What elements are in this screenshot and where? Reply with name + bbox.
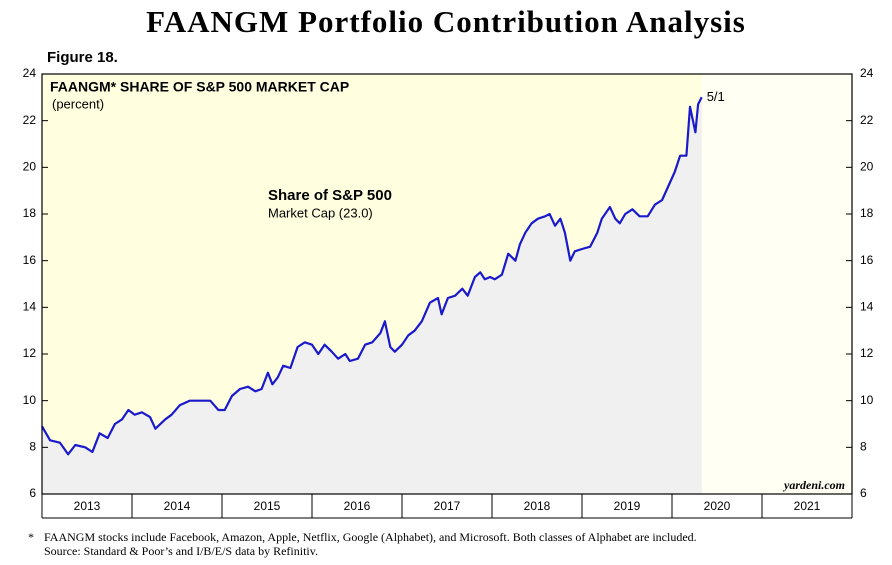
y2-tick-label: 10 bbox=[860, 393, 874, 407]
y-tick-label: 18 bbox=[23, 206, 37, 220]
y2-tick-label: 6 bbox=[860, 486, 867, 500]
y2-tick-label: 20 bbox=[860, 160, 874, 174]
y2-tick-label: 22 bbox=[860, 113, 874, 127]
annotation-text: Market Cap (23.0) bbox=[268, 205, 373, 220]
annotation-title: Share of S&P 500 bbox=[268, 187, 392, 204]
watermark: yardeni.com bbox=[782, 478, 845, 492]
y-tick-label: 6 bbox=[29, 486, 36, 500]
plot-frame bbox=[41, 73, 853, 495]
x-tick-label: 2019 bbox=[614, 499, 641, 513]
unit-label: (percent) bbox=[52, 96, 104, 111]
end-label: 5/1 bbox=[707, 89, 725, 104]
y-tick-label: 24 bbox=[23, 66, 37, 80]
line bbox=[41, 96, 703, 456]
x-tick-label: 2014 bbox=[164, 499, 191, 513]
y2-tick-label: 12 bbox=[860, 346, 874, 360]
y2-tick-label: 24 bbox=[860, 66, 874, 80]
area bbox=[42, 97, 702, 495]
x-tick-label: 2013 bbox=[74, 499, 101, 513]
panel-title: FAANGM* SHARE OF S&P 500 MARKET CAP bbox=[50, 79, 349, 95]
y2-tick-label: 8 bbox=[860, 440, 867, 454]
source: Source: Standard & Poor’s and I/B/E/S da… bbox=[44, 544, 318, 558]
y-tick-label: 10 bbox=[23, 393, 37, 407]
footnote-star: * bbox=[28, 530, 34, 544]
x-tick-label: 2017 bbox=[434, 499, 461, 513]
y-tick-label: 16 bbox=[23, 253, 37, 267]
y-tick-label: 14 bbox=[23, 300, 37, 314]
chart-title: FAANGM Portfolio Contribution Analysis bbox=[146, 4, 746, 39]
y-tick-label: 12 bbox=[23, 346, 37, 360]
y-tick-label: 22 bbox=[23, 113, 37, 127]
y2-tick-label: 16 bbox=[860, 253, 874, 267]
y-tick-label: 8 bbox=[29, 440, 36, 454]
x-tick-label: 2016 bbox=[344, 499, 371, 513]
x-tick-label: 2015 bbox=[254, 499, 281, 513]
x-tick-label: 2021 bbox=[794, 499, 821, 513]
figure-label: Figure 18. bbox=[47, 49, 118, 66]
x-tick-label: 2018 bbox=[524, 499, 551, 513]
y-tick-label: 20 bbox=[23, 160, 37, 174]
footnote: FAANGM stocks include Facebook, Amazon, … bbox=[44, 530, 697, 544]
x-tick-label: 2020 bbox=[704, 499, 731, 513]
y2-tick-label: 14 bbox=[860, 300, 874, 314]
plot-area bbox=[41, 73, 853, 519]
y2-tick-label: 18 bbox=[860, 206, 874, 220]
